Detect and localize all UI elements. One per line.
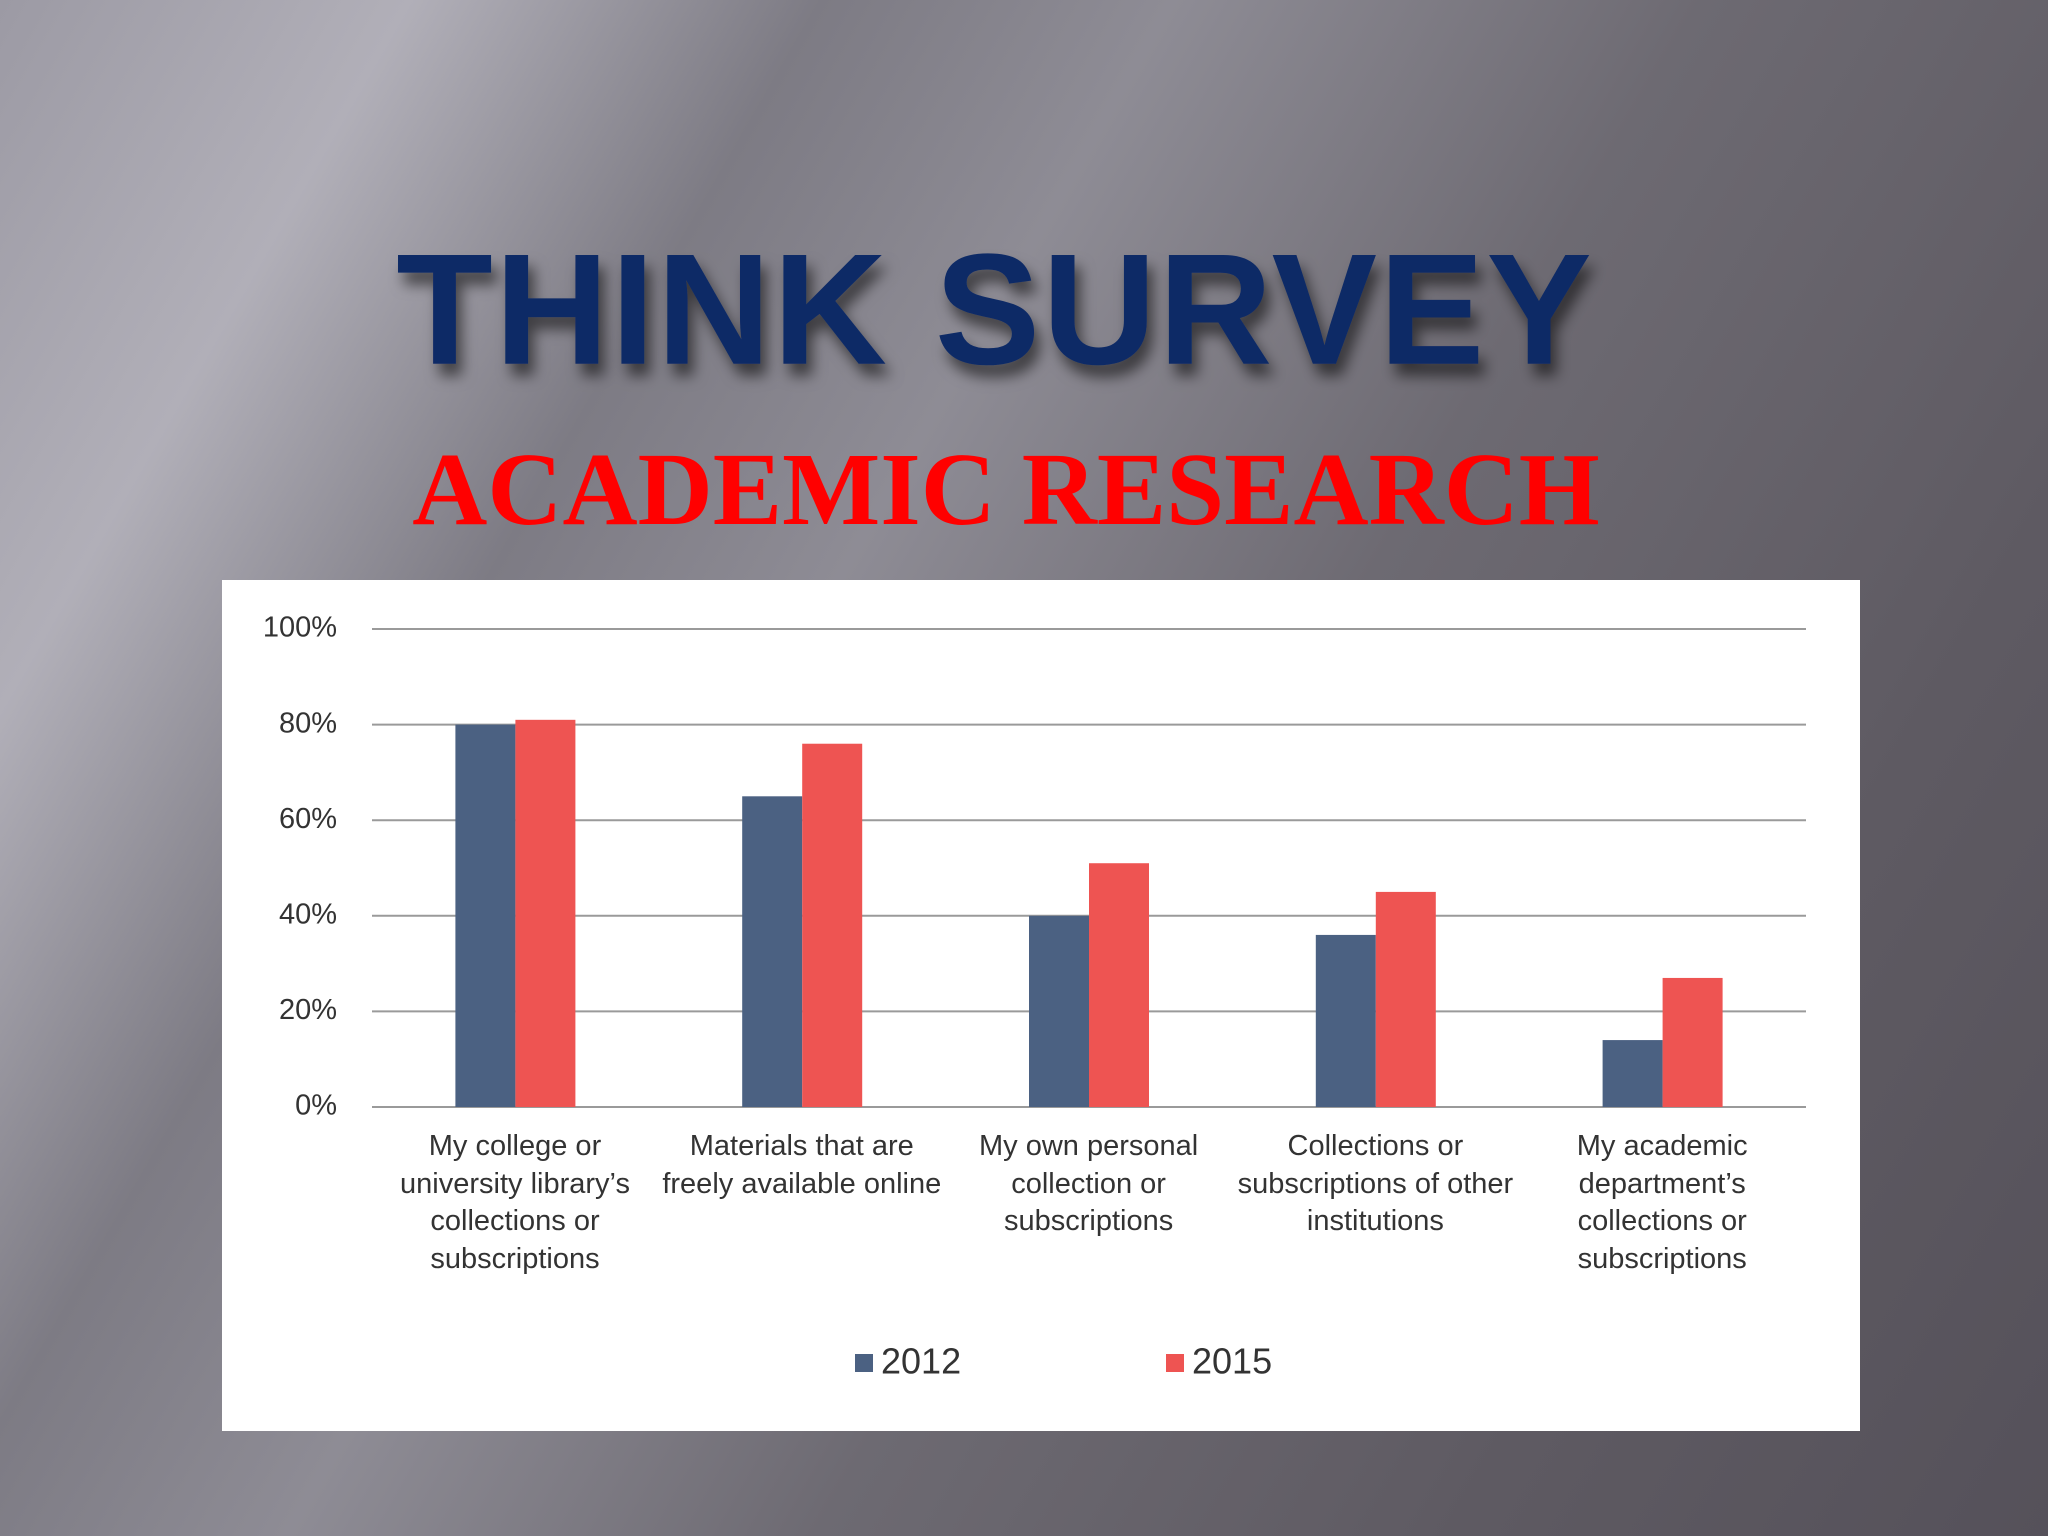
bar [1029,915,1089,1107]
slide-subtitle: ACADEMIC RESEARCH [412,432,1599,547]
bar [455,724,516,1107]
legend-swatch [855,1354,873,1372]
y-tick-label: 20% [279,994,337,1026]
x-tick-label: My academic department’s collections or … [1576,1130,1748,1275]
x-tick-label: My own personal collection or subscripti… [978,1130,1199,1237]
bar [802,743,863,1107]
y-tick-label: 80% [279,707,337,739]
x-tick-label: Collections or subscriptions of other in… [1237,1130,1514,1237]
bar [1662,977,1723,1107]
bar [1315,934,1376,1107]
legend-label: 2012 [881,1341,961,1382]
bar [1602,1040,1663,1107]
bar [1089,863,1149,1107]
y-tick-label: 0% [295,1090,337,1122]
slide-title: THINK SURVEY [396,222,1594,398]
y-tick-label: 40% [279,898,337,930]
legend-swatch [1166,1354,1184,1372]
bar [742,796,803,1107]
x-tick-label: My college or university library’s colle… [400,1130,630,1275]
bar [515,719,576,1107]
bar [1375,891,1436,1107]
y-tick-label: 60% [279,803,337,835]
legend-label: 2015 [1192,1341,1272,1382]
x-tick-label: Materials that are freely available onli… [662,1130,942,1200]
y-tick-label: 100% [263,612,337,644]
